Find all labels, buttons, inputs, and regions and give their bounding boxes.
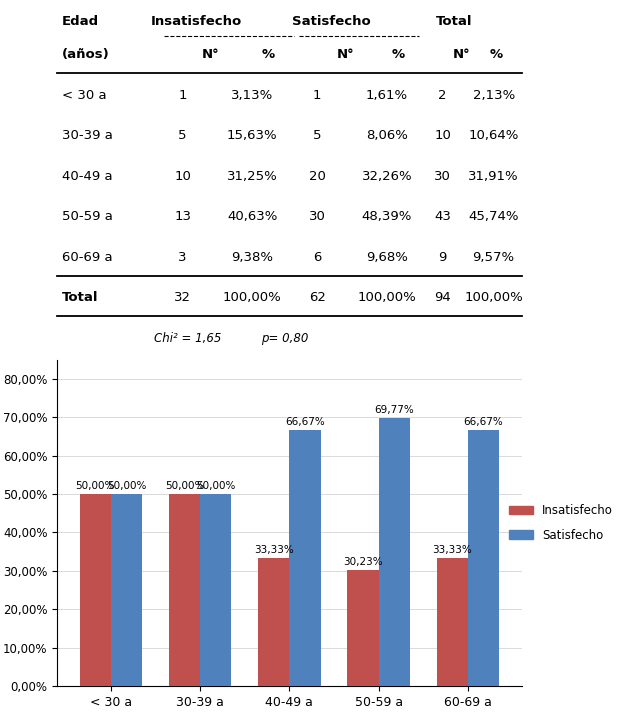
Text: 20: 20: [309, 170, 326, 183]
Text: 40,63%: 40,63%: [227, 210, 277, 223]
Bar: [347, 570, 378, 686]
Text: Gráfico: 2: Gráfico: 2: [247, 414, 331, 430]
Text: (años): (años): [62, 48, 109, 61]
Text: 43: 43: [434, 210, 451, 223]
Bar: [289, 430, 321, 686]
Text: Chi² = 1,65: Chi² = 1,65: [153, 332, 221, 345]
Text: 66,67%: 66,67%: [285, 417, 325, 427]
Text: 32: 32: [174, 291, 191, 304]
Text: %: %: [392, 48, 405, 61]
Text: 1,61%: 1,61%: [366, 89, 408, 102]
Text: 50,00%: 50,00%: [196, 481, 235, 491]
Text: Total: Total: [62, 291, 99, 304]
Text: 60-69 a: 60-69 a: [62, 251, 113, 264]
Bar: [80, 494, 111, 686]
Text: 6: 6: [313, 251, 321, 264]
Text: 30,23%: 30,23%: [343, 557, 383, 567]
Legend: Insatisfecho, Satisfecho: Insatisfecho, Satisfecho: [504, 499, 618, 547]
Text: 31,91%: 31,91%: [468, 170, 519, 183]
Text: 100,00%: 100,00%: [357, 291, 416, 304]
Bar: [378, 418, 410, 686]
Text: N°: N°: [202, 48, 219, 61]
Text: 100,00%: 100,00%: [464, 291, 523, 304]
Text: 30: 30: [434, 170, 451, 183]
Text: 69,77%: 69,77%: [375, 405, 414, 415]
Text: Edad: Edad: [62, 15, 99, 28]
Text: 13: 13: [174, 210, 191, 223]
Text: Satisfecho: Satisfecho: [292, 15, 371, 28]
Text: 8,06%: 8,06%: [366, 129, 408, 142]
Text: N°: N°: [452, 48, 470, 61]
Text: 66,67%: 66,67%: [464, 417, 504, 427]
Text: p= 0,80: p= 0,80: [261, 332, 308, 345]
Text: Total: Total: [436, 15, 473, 28]
Text: 2: 2: [438, 89, 447, 102]
Text: 3: 3: [178, 251, 187, 264]
Text: 9,57%: 9,57%: [473, 251, 515, 264]
Text: 50-59 a: 50-59 a: [62, 210, 113, 223]
Text: 30-39 a: 30-39 a: [62, 129, 113, 142]
Bar: [200, 494, 232, 686]
Bar: [258, 558, 289, 686]
Text: N°: N°: [336, 48, 354, 61]
Bar: [169, 494, 200, 686]
Text: Insatisfecho: Insatisfecho: [151, 15, 242, 28]
Text: 9: 9: [438, 251, 446, 264]
Text: 9,68%: 9,68%: [366, 251, 408, 264]
Text: 62: 62: [309, 291, 326, 304]
Text: 50,00%: 50,00%: [107, 481, 146, 491]
Text: 5: 5: [178, 129, 187, 142]
Text: 3,13%: 3,13%: [231, 89, 273, 102]
Text: 32,26%: 32,26%: [362, 170, 412, 183]
Text: 48,39%: 48,39%: [362, 210, 412, 223]
Text: 31,25%: 31,25%: [227, 170, 277, 183]
Text: < 30 a: < 30 a: [62, 89, 106, 102]
Text: 40-49 a: 40-49 a: [62, 170, 113, 183]
Text: 33,33%: 33,33%: [254, 545, 294, 555]
Bar: [468, 430, 499, 686]
Text: 100,00%: 100,00%: [223, 291, 282, 304]
Text: 94: 94: [434, 291, 451, 304]
Text: 33,33%: 33,33%: [432, 545, 472, 555]
Text: %: %: [262, 48, 275, 61]
Bar: [437, 558, 468, 686]
Text: 9,38%: 9,38%: [232, 251, 273, 264]
Text: 50,00%: 50,00%: [76, 481, 115, 491]
Text: 1: 1: [313, 89, 321, 102]
Text: 10: 10: [434, 129, 451, 142]
Text: 1: 1: [178, 89, 187, 102]
Bar: [111, 494, 142, 686]
Text: 30: 30: [309, 210, 326, 223]
Text: 5: 5: [313, 129, 321, 142]
Text: 10: 10: [174, 170, 191, 183]
Text: 50,00%: 50,00%: [165, 481, 204, 491]
Text: %: %: [490, 48, 502, 61]
Text: 10,64%: 10,64%: [469, 129, 519, 142]
Text: 15,63%: 15,63%: [227, 129, 277, 142]
Text: 2,13%: 2,13%: [473, 89, 515, 102]
Text: 45,74%: 45,74%: [468, 210, 519, 223]
